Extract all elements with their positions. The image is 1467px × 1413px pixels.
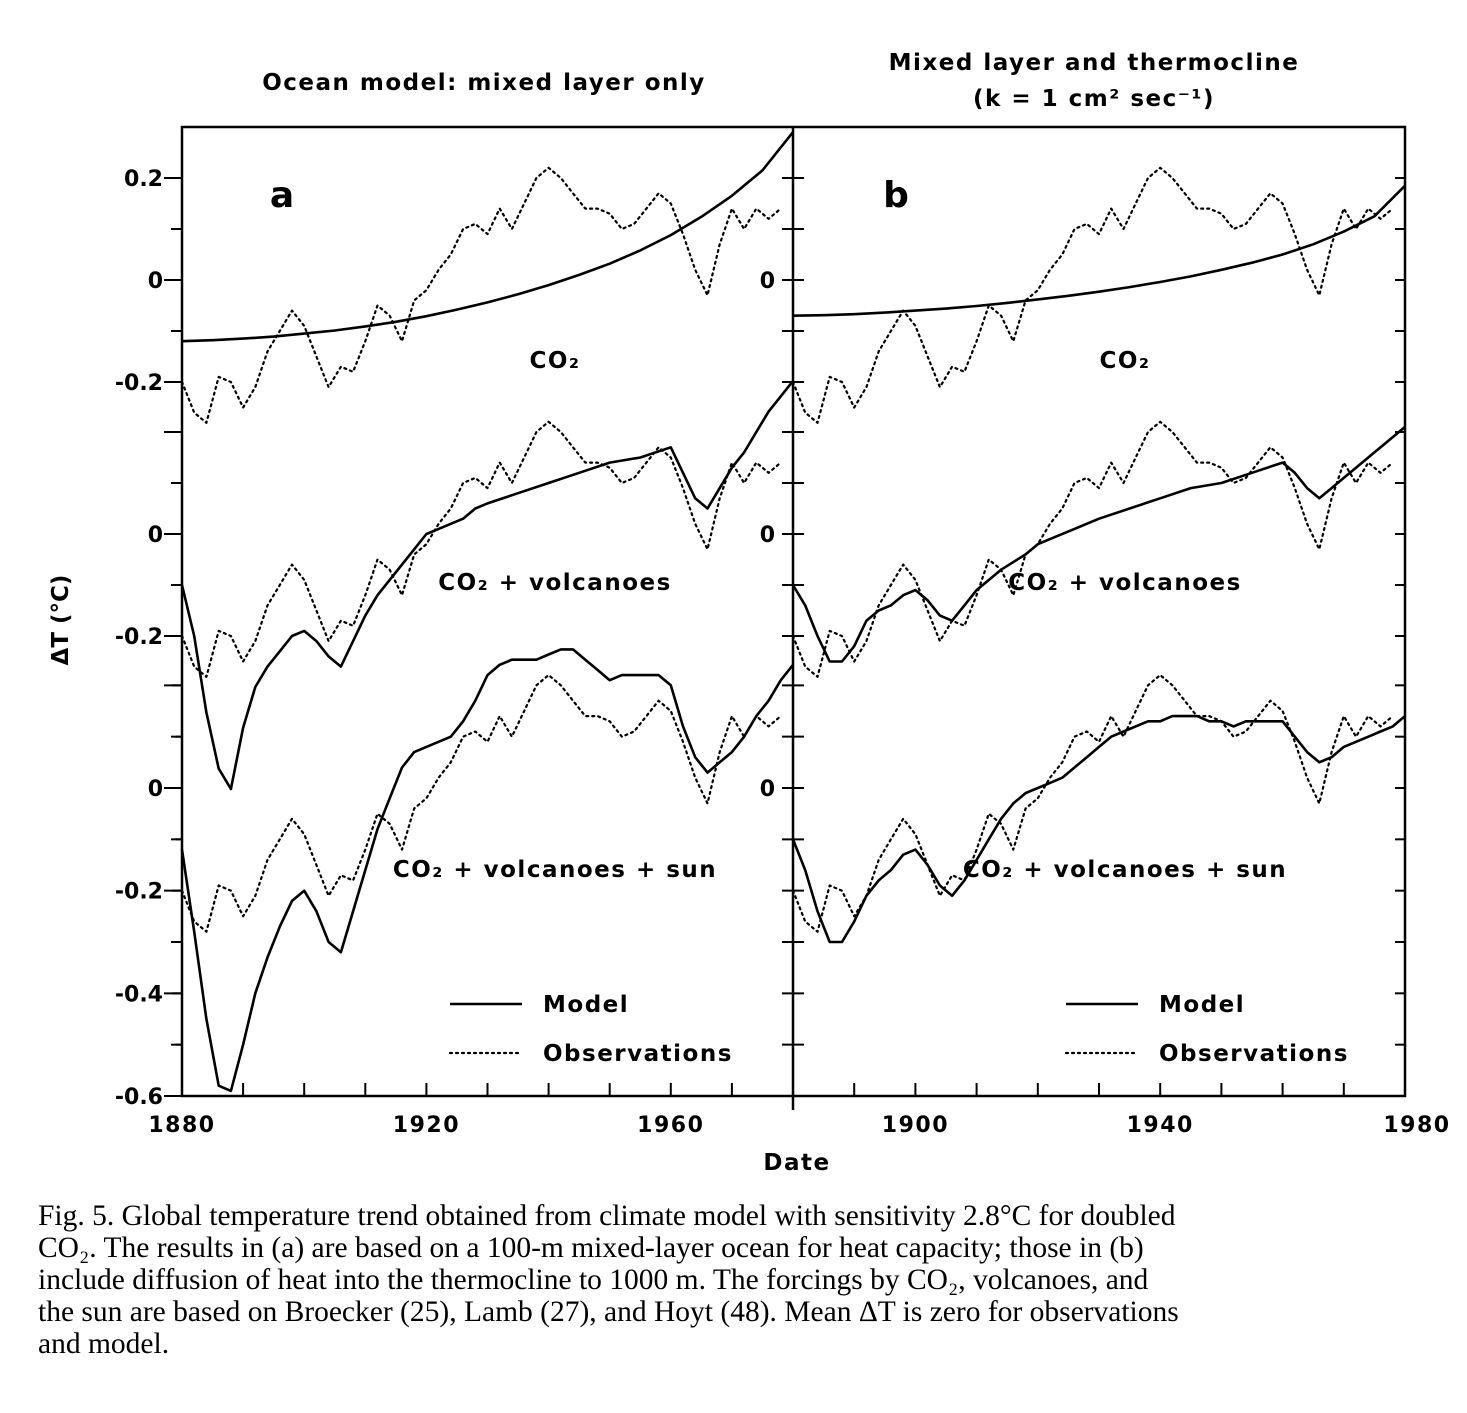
figure-canvas: Ocean model: mixed layer only Mixed laye…: [48, 50, 1450, 1176]
caption-line: Fig. 5. Global temperature trend obtaine…: [38, 1200, 1176, 1232]
y-axis-label: ΔT (°C): [48, 575, 74, 666]
series-model-line: [792, 184, 1406, 317]
subplot-label: CO₂: [1099, 348, 1150, 374]
series-model-line: [791, 425, 1406, 663]
x-tick-label: 1960: [637, 1113, 704, 1138]
caption-line: and model.: [38, 1328, 170, 1360]
caption-line: CO₂. The results in (a) are based on a 1…: [38, 1232, 1144, 1264]
y-tick-label: 0: [760, 523, 775, 548]
x-tick-label: 1980: [1383, 1113, 1450, 1138]
series-observations-line: [791, 166, 1394, 424]
series-observations-line: [180, 673, 782, 933]
x-tick-label: 1880: [148, 1113, 215, 1138]
panel-letter: b: [883, 175, 909, 216]
legend-observations-label: Observations: [543, 1041, 733, 1067]
series-observations-line: [180, 420, 782, 678]
legend-observations-label: Observations: [1159, 1041, 1349, 1067]
series-model-line: [181, 131, 795, 343]
y-tick-label: 0: [148, 269, 163, 294]
x-tick-label: 1920: [393, 1113, 460, 1138]
x-axis-label: Date: [763, 1150, 830, 1176]
y-tick-label: -0.4: [115, 982, 163, 1007]
series-model-line: [180, 648, 795, 1093]
y-tick-label: 0.2: [124, 167, 163, 192]
caption-line: include diffusion of heat into the therm…: [38, 1264, 1149, 1296]
subplot-label: CO₂: [529, 348, 580, 374]
caption-line: the sun are based on Broecker (25), Lamb…: [38, 1296, 1179, 1328]
panel-a-header: Ocean model: mixed layer only: [262, 70, 706, 96]
figure-caption: Fig. 5. Global temperature trend obtaine…: [38, 1200, 1438, 1360]
subplot-label: CO₂ + volcanoes: [1008, 570, 1242, 596]
series-observations-line: [791, 420, 1394, 678]
x-tick-label: 1940: [1127, 1113, 1194, 1138]
y-tick-label: 0: [760, 269, 775, 294]
y-tick-label: -0.2: [115, 625, 163, 650]
y-tick-label: -0.6: [115, 1085, 163, 1110]
series-model-line: [791, 714, 1406, 944]
y-tick-label: 0: [760, 777, 775, 802]
plot-area: a 1880 1920 1960 0.2 0 -0.2 CO₂ 0 -0.2 CO₂ + volca…: [115, 125, 1450, 1138]
subplot-label: CO₂ + volcanoes + sun: [963, 857, 1287, 883]
series-model-line: [180, 380, 795, 791]
x-tick-label: 1900: [882, 1113, 949, 1138]
y-tick-label: -0.2: [115, 880, 163, 905]
panel-b-header-line2: (k = 1 cm² sec⁻¹): [973, 86, 1215, 112]
series-observations-line: [180, 166, 782, 424]
subplot-label: CO₂ + volcanoes + sun: [393, 857, 717, 883]
legend-model-label: Model: [1159, 992, 1245, 1018]
panel-letter: a: [270, 175, 294, 216]
y-tick-label: 0: [148, 523, 163, 548]
series-observations-line: [791, 673, 1394, 933]
y-tick-label: -0.2: [115, 371, 163, 396]
y-tick-label: 0: [148, 777, 163, 802]
panel-b-header-line1: Mixed layer and thermocline: [889, 50, 1300, 76]
subplot-label: CO₂ + volcanoes: [438, 570, 672, 596]
legend-model-label: Model: [543, 992, 629, 1018]
